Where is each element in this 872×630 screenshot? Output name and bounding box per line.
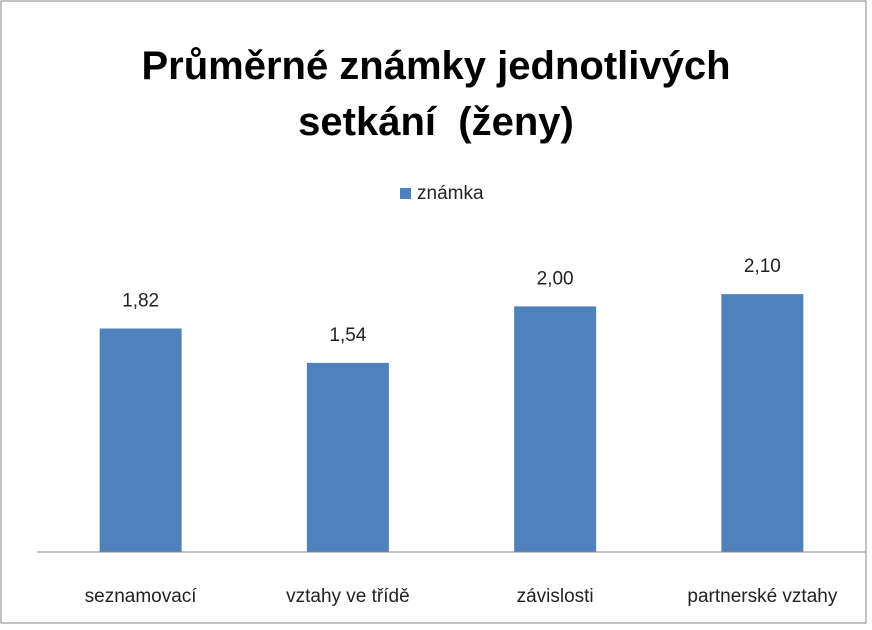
data-label: 1,82	[122, 291, 159, 312]
data-label: 2,10	[744, 256, 781, 277]
legend-swatch	[400, 188, 411, 199]
bar	[721, 294, 804, 552]
legend-label: známka	[417, 183, 484, 204]
x-tick-label: vztahy ve třídě	[286, 586, 410, 607]
x-tick-label: partnerské vztahy	[687, 586, 837, 607]
data-label: 1,54	[329, 325, 366, 346]
bar	[514, 306, 597, 552]
x-tick-label: závislosti	[517, 586, 594, 607]
x-tick-label: seznamovací	[85, 586, 198, 607]
data-label: 2,00	[537, 268, 574, 289]
bar	[306, 362, 389, 552]
bar	[99, 328, 182, 552]
chart-title: Průměrné známky jednotlivých setkání (že…	[141, 44, 742, 144]
